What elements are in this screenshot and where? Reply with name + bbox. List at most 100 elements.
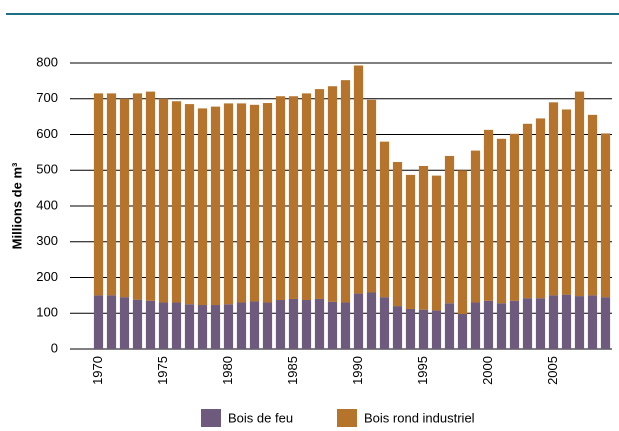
bar-segment — [535, 298, 546, 349]
bar-segment — [93, 93, 104, 296]
bar-segment — [223, 103, 234, 305]
bar-segment — [106, 93, 117, 296]
bar-segment — [418, 165, 429, 310]
bar-segment — [561, 294, 572, 349]
bar-segment — [509, 300, 520, 349]
bar-segment — [158, 98, 169, 303]
bar-segment — [431, 310, 442, 349]
bar-segment — [275, 96, 286, 301]
bar-segment — [548, 102, 559, 296]
y-tick-label: 400 — [36, 197, 58, 212]
y-tick-label: 600 — [36, 126, 58, 141]
bar-segment — [600, 133, 611, 298]
bar-segment — [197, 305, 208, 349]
bar-segment — [249, 104, 260, 302]
y-tick-label: 500 — [36, 162, 58, 177]
bar-segment — [353, 65, 364, 294]
bar-segment — [223, 304, 234, 349]
y-tick-label: 300 — [36, 233, 58, 248]
x-tick-label: 1980 — [220, 356, 235, 385]
bar-segment — [249, 301, 260, 349]
y-tick-label: 100 — [36, 305, 58, 320]
x-tick-label: 2000 — [480, 356, 495, 385]
legend-swatch — [337, 409, 357, 427]
bar-segment — [457, 170, 468, 314]
bar-segment — [145, 91, 156, 301]
bar-segment — [548, 295, 559, 349]
bar-segment — [132, 299, 143, 349]
bar-segment — [93, 295, 104, 349]
bar-segment — [353, 293, 364, 349]
bar-segment — [327, 301, 338, 349]
bar-segment — [431, 175, 442, 311]
x-tick-label: 1995 — [415, 356, 430, 385]
bar-segment — [275, 300, 286, 349]
bar-segment — [327, 86, 338, 302]
bar-segment — [262, 302, 273, 349]
bar-segment — [392, 162, 403, 307]
bar-segment — [314, 298, 325, 349]
bar-segment — [483, 300, 494, 349]
bar-segment — [561, 109, 572, 295]
bar-segment — [392, 306, 403, 349]
y-tick-label: 0 — [51, 340, 58, 355]
bar-segment — [366, 292, 377, 349]
bar-segment — [301, 300, 312, 349]
bar-segment — [236, 103, 247, 303]
bar-segment — [470, 150, 481, 303]
bar-segment — [340, 302, 351, 349]
y-tick-label: 800 — [36, 54, 58, 69]
bar-segment — [457, 313, 468, 349]
x-tick-label: 2005 — [545, 356, 560, 385]
bar-segment — [509, 133, 520, 301]
x-tick-label: 1970 — [90, 356, 105, 385]
bar-segment — [210, 305, 221, 349]
bar-segment — [587, 114, 598, 296]
bar-segment — [210, 106, 221, 306]
bar-segment — [366, 99, 377, 293]
bar-segment — [418, 309, 429, 349]
x-tick-label: 1975 — [155, 356, 170, 385]
bar-segment — [496, 303, 507, 349]
legend-swatch — [201, 409, 221, 427]
bar-segment — [145, 300, 156, 349]
bar-segment — [288, 298, 299, 349]
bar-segment — [379, 141, 390, 298]
bar-segment — [522, 123, 533, 299]
bar-segment — [405, 174, 416, 309]
bar-segment — [379, 297, 390, 349]
bar-segment — [262, 103, 273, 303]
bar-segment — [288, 96, 299, 299]
bar-segment — [574, 296, 585, 349]
bar-segment — [600, 297, 611, 349]
bar-segment — [184, 304, 195, 349]
bar-segment — [574, 91, 585, 297]
bar-segment — [535, 118, 546, 299]
bar-segment — [587, 295, 598, 349]
bar-segment — [496, 138, 507, 304]
bar-segment — [119, 297, 130, 349]
bar-segment — [171, 101, 182, 303]
bar-segment — [119, 98, 130, 298]
y-tick-label: 700 — [36, 90, 58, 105]
x-tick-label: 1990 — [350, 356, 365, 385]
bar-segment — [106, 295, 117, 349]
bar-segment — [171, 302, 182, 349]
x-tick-label: 1985 — [285, 356, 300, 385]
bar-segment — [184, 104, 195, 305]
bar-segment — [236, 302, 247, 349]
legend-label: Bois rond industriel — [364, 410, 475, 425]
legend-label: Bois de feu — [228, 410, 293, 425]
y-axis-label: Millions de m³ — [9, 162, 24, 249]
bar-segment — [444, 303, 455, 349]
bar-segment — [470, 302, 481, 349]
bar-segment — [483, 129, 494, 301]
bar-segment — [314, 89, 325, 299]
bar-segment — [132, 93, 143, 300]
y-tick-label: 200 — [36, 269, 58, 284]
bar-segment — [301, 93, 312, 301]
bar-segment — [405, 308, 416, 349]
bar-segment — [197, 108, 208, 306]
bar-segment — [158, 302, 169, 349]
